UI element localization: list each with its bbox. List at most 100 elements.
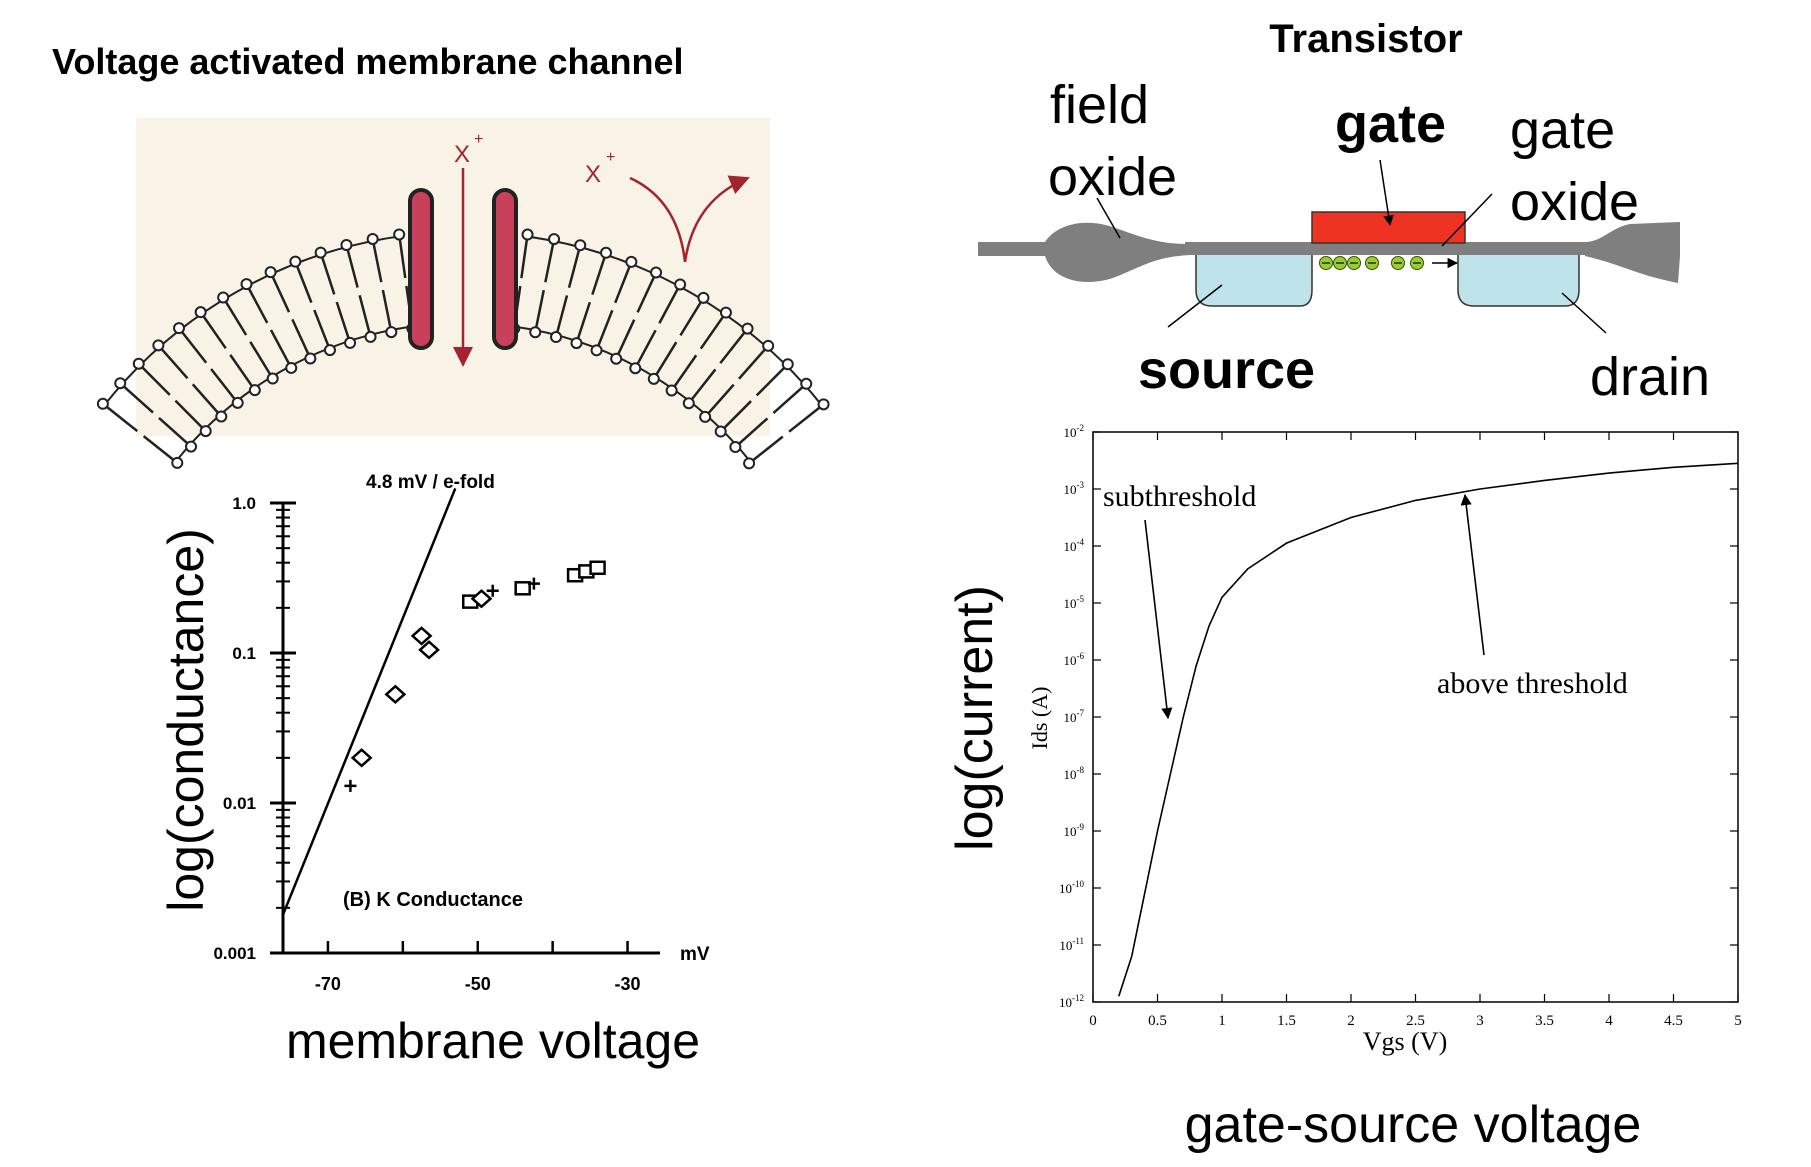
lipid-head	[217, 291, 230, 304]
lipid-tail	[158, 416, 192, 448]
bilayer-edge	[514, 325, 752, 463]
lipid-tail	[554, 295, 569, 338]
field-oxide-left	[978, 222, 1192, 282]
y-tick-label: 10-7	[1064, 708, 1085, 725]
label-gate-oxide-2: oxide	[1510, 172, 1639, 232]
lipid-tail	[358, 294, 372, 338]
lipid-tail	[634, 329, 657, 369]
bilayer-edge	[527, 235, 823, 407]
y-tick-label: 10-6	[1064, 651, 1085, 668]
lipid-bilayer	[96, 228, 830, 470]
left-xlabel: membrane voltage	[286, 1013, 700, 1069]
lipid-tail	[652, 341, 678, 380]
data-point	[344, 779, 357, 792]
data-point	[589, 560, 606, 576]
x-tick-label: -30	[615, 974, 641, 994]
lipid-tail	[575, 301, 592, 344]
y-tick-label: 10-10	[1059, 879, 1084, 896]
lipid-tail	[249, 341, 274, 380]
right-title: Transistor	[1269, 17, 1462, 61]
lipid-tail	[291, 318, 312, 359]
channel-protein-left	[408, 188, 434, 350]
lipid-head	[719, 306, 732, 319]
caption-label: (B) K Conductance	[343, 889, 523, 911]
lipid-tail	[142, 435, 179, 464]
lipid-tail	[788, 403, 825, 433]
y-tick-label: 0.1	[232, 644, 256, 663]
lipid-head	[817, 398, 830, 411]
lipid-tail	[397, 234, 407, 279]
left-ylabel: log(conductance)	[158, 528, 214, 912]
lipid-tail	[178, 327, 208, 364]
lipid-head	[629, 362, 642, 375]
bilayer-edge	[103, 235, 400, 406]
right-xlabel: gate-source voltage	[1185, 1096, 1642, 1154]
transistor-diagram: field oxide gate gate oxide source drain	[978, 75, 1710, 407]
x-tick-label: 4.5	[1664, 1013, 1683, 1029]
lipid-head	[199, 425, 212, 438]
lipid-head	[762, 339, 775, 352]
label-source: source	[1138, 340, 1315, 400]
unit-label: mV	[680, 944, 710, 965]
lipid-tail	[335, 301, 352, 344]
data-point	[514, 581, 531, 596]
lipid-head	[697, 291, 710, 304]
plot-frame	[1092, 431, 1739, 1003]
lipid-tail	[294, 261, 313, 304]
pointer-source	[1167, 284, 1223, 328]
lipid-tail	[567, 244, 582, 289]
pointer-field-oxide	[1096, 197, 1121, 239]
lipid-head	[781, 358, 794, 371]
lipid-tail	[371, 238, 383, 283]
x-tick-label: 2.5	[1406, 1013, 1425, 1029]
x-tick-label: 3.5	[1535, 1013, 1554, 1029]
y-tick-label: 10-8	[1064, 765, 1085, 782]
x-tick-label: -70	[315, 974, 341, 994]
lipid-head	[529, 326, 542, 339]
field-oxide-right	[1585, 222, 1680, 283]
conductance-chart: 0.001 0.01 0.1 1.0 -70 -50 -30 4.8 mV / e-fol…	[158, 472, 710, 1069]
lipid-tail	[679, 297, 705, 337]
lipid-head	[171, 456, 184, 469]
y-tick-label: 1.0	[232, 494, 256, 513]
lipid-tail	[704, 383, 735, 418]
lipid-head	[285, 361, 298, 374]
lipid-head	[674, 278, 687, 291]
ion-charge-b: +	[606, 149, 615, 166]
y-tick-label: 10-3	[1064, 480, 1085, 497]
lipid-head	[264, 266, 277, 279]
lipid-head	[96, 397, 109, 410]
data-point	[350, 748, 373, 768]
lipid-head	[590, 344, 603, 357]
lipid-head	[625, 255, 638, 268]
y-tick-label: 10-4	[1064, 537, 1085, 554]
lipid-tail	[636, 271, 658, 313]
lipid-tail	[520, 234, 529, 279]
lipid-tail	[755, 363, 789, 397]
x-tick-label: 3	[1476, 1013, 1484, 1029]
lipid-head	[393, 228, 406, 241]
lipid-tail	[591, 252, 608, 296]
arrow-above-threshold	[1460, 493, 1485, 656]
lipid-head	[570, 337, 583, 350]
data-point	[527, 577, 540, 590]
lipid-tail	[199, 311, 227, 350]
ion-reflect-arrow	[629, 175, 750, 263]
lipid-head	[173, 322, 186, 335]
lipid-head	[215, 410, 228, 423]
data-point	[410, 626, 433, 646]
lipid-head	[344, 336, 357, 349]
lipid-tail	[719, 400, 752, 433]
right-ylabel: log(current)	[946, 585, 1004, 851]
lipid-head	[266, 372, 279, 385]
lipid-head	[610, 352, 623, 365]
y-tick-label: 10-2	[1064, 423, 1085, 440]
lipid-tail	[319, 252, 336, 295]
lipid-head	[647, 372, 660, 385]
lipid-head	[714, 425, 727, 438]
lipid-tail	[658, 283, 682, 324]
lipid-tail	[595, 309, 614, 351]
lipid-tail	[670, 354, 698, 392]
lipid-head	[548, 233, 561, 246]
ion-label-b: X	[585, 161, 601, 188]
